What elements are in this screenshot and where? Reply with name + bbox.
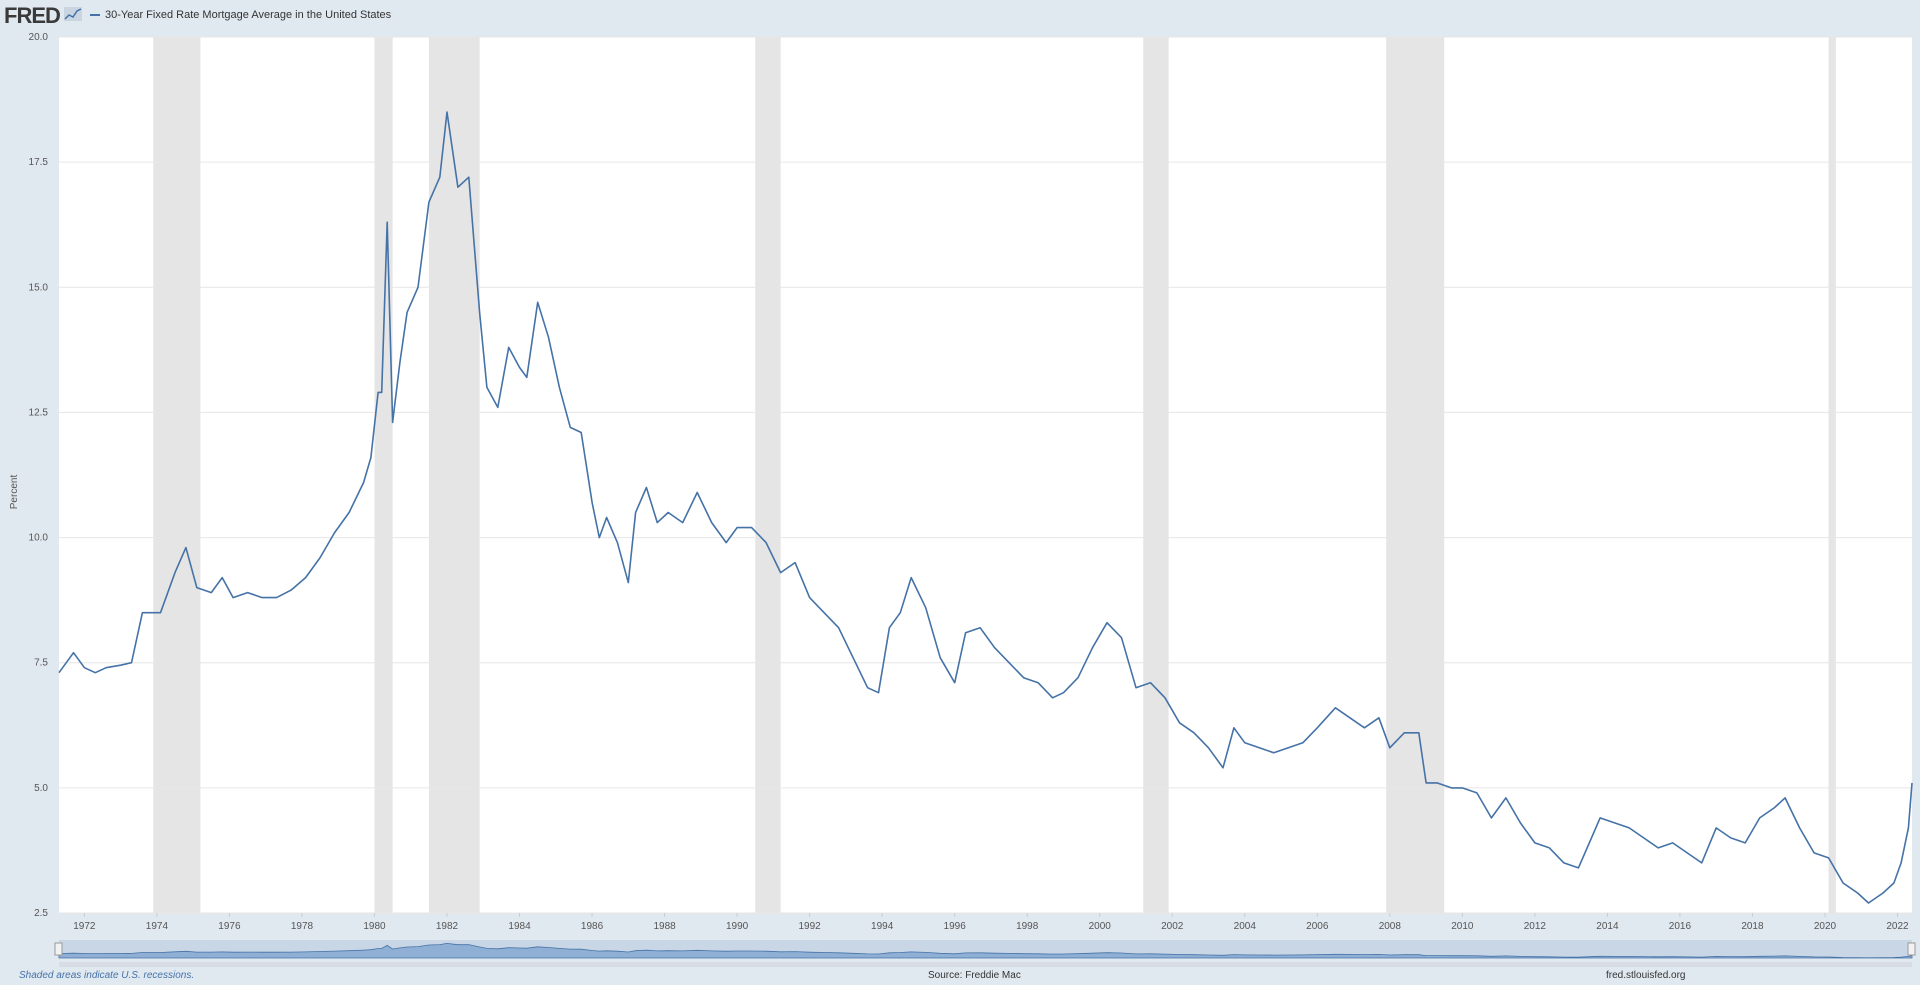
navigator-right-handle[interactable] xyxy=(1907,942,1916,956)
recession-band xyxy=(1143,37,1169,913)
x-tick-label: 2002 xyxy=(1161,921,1184,932)
recession-band xyxy=(428,37,480,913)
x-tick-label: 1980 xyxy=(363,921,386,932)
range-navigator[interactable] xyxy=(54,940,1916,967)
source-note: Source: Freddie Mac xyxy=(928,970,1021,981)
legend-line-swatch xyxy=(90,14,100,16)
y-tick-label: 5.0 xyxy=(34,783,48,794)
x-tick-label: 2018 xyxy=(1741,921,1764,932)
x-tick-label: 1988 xyxy=(653,921,676,932)
x-tick-label: 2000 xyxy=(1089,921,1112,932)
x-tick-label: 1974 xyxy=(146,921,169,932)
x-tick-label: 2008 xyxy=(1379,921,1402,932)
plot-area xyxy=(59,37,1912,913)
x-tick-label: 1986 xyxy=(581,921,604,932)
y-tick-label: 15.0 xyxy=(29,282,49,293)
x-tick-label: 1982 xyxy=(436,921,459,932)
site-link[interactable]: fred.stlouisfed.org xyxy=(1606,970,1686,981)
x-tick-label: 2020 xyxy=(1814,921,1837,932)
navigator-series-area xyxy=(58,942,1913,959)
x-tick-label: 1976 xyxy=(218,921,241,932)
fred-logo[interactable]: FRED xyxy=(4,3,61,28)
x-tick-label: 1978 xyxy=(291,921,314,932)
recession-band xyxy=(1828,37,1836,913)
x-tick-label: 2006 xyxy=(1306,921,1329,932)
x-tick-label: 2010 xyxy=(1451,921,1474,932)
x-tick-label: 2016 xyxy=(1669,921,1692,932)
series-line xyxy=(58,111,1913,904)
x-tick-label: 2014 xyxy=(1596,921,1619,932)
x-tick-label: 1992 xyxy=(799,921,822,932)
x-tick-label: 1990 xyxy=(726,921,749,932)
navigator-scrollbar[interactable] xyxy=(59,962,1912,967)
recession-band xyxy=(755,37,781,913)
y-tick-label: 20.0 xyxy=(29,32,49,43)
x-tick-label: 2022 xyxy=(1886,921,1909,932)
y-tick-label: 17.5 xyxy=(29,157,49,168)
y-tick-label: 2.5 xyxy=(34,908,48,919)
legend[interactable]: 30-Year Fixed Rate Mortgage Average in t… xyxy=(90,9,391,21)
x-tick-label: 2004 xyxy=(1234,921,1257,932)
x-tick-label: 2012 xyxy=(1524,921,1547,932)
y-tick-label: 12.5 xyxy=(29,407,49,418)
y-tick-label: 10.0 xyxy=(29,533,49,544)
x-tick-label: 1998 xyxy=(1016,921,1039,932)
y-axis-label: Percent xyxy=(9,475,20,510)
x-tick-label: 1994 xyxy=(871,921,894,932)
recession-band xyxy=(374,37,393,913)
y-tick-label: 7.5 xyxy=(34,658,48,669)
chart-header: FRED 30-Year Fixed Rate Mortgage Average… xyxy=(0,0,1920,32)
recession-note: Shaded areas indicate U.S. recessions. xyxy=(19,970,195,981)
x-tick-label: 1996 xyxy=(944,921,967,932)
x-tick-label: 1972 xyxy=(73,921,96,932)
recession-band xyxy=(153,37,201,913)
recession-band xyxy=(1386,37,1445,913)
legend-label: 30-Year Fixed Rate Mortgage Average in t… xyxy=(105,9,392,21)
chart-logo-icon xyxy=(64,7,82,21)
x-tick-label: 1984 xyxy=(508,921,531,932)
navigator-left-handle[interactable] xyxy=(54,942,63,956)
